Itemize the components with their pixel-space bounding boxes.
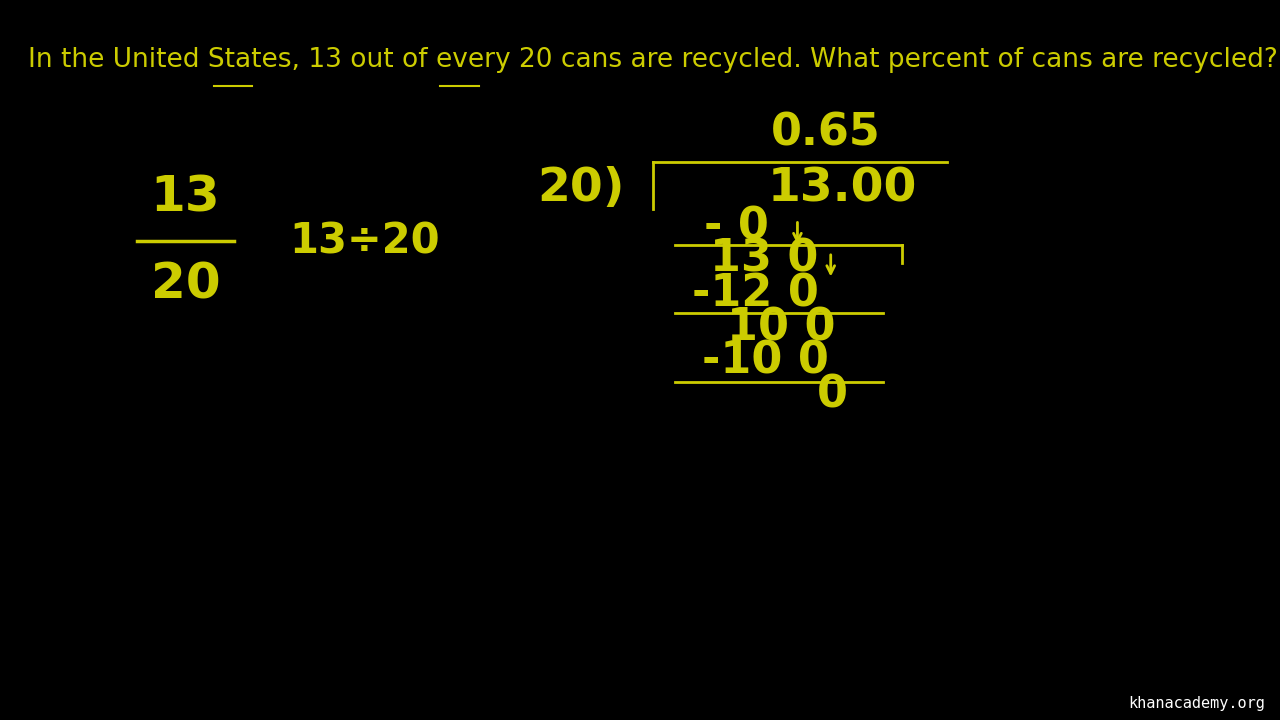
Text: 0.65: 0.65 [771,112,881,155]
Text: 13.00: 13.00 [768,166,916,211]
Text: 13 0: 13 0 [710,238,818,281]
Text: 20: 20 [151,261,220,308]
Text: - 0: - 0 [704,205,768,248]
Text: 10 0: 10 0 [727,306,835,349]
Text: 20): 20) [538,166,625,211]
Text: 0: 0 [817,373,847,416]
Text: -12 0: -12 0 [691,272,819,315]
Text: In the United States, 13 out of every 20 cans are recycled. What percent of cans: In the United States, 13 out of every 20… [28,47,1277,73]
Text: -10 0: -10 0 [701,340,829,383]
Text: 13÷20: 13÷20 [289,220,440,262]
Text: khanacademy.org: khanacademy.org [1128,696,1265,711]
Text: 13: 13 [151,174,220,222]
